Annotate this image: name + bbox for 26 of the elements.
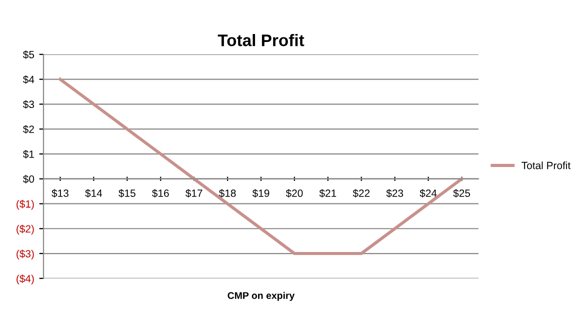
legend-label: Total Profit — [522, 162, 571, 170]
x-tick-label: $13 — [52, 189, 68, 198]
y-tick-label: $3 — [23, 100, 34, 109]
y-tick-label: ($2) — [16, 224, 34, 235]
x-tick-label: $20 — [286, 189, 303, 198]
x-tick-label: $23 — [386, 189, 404, 198]
x-tick-label: $16 — [152, 189, 169, 198]
x-tick-label: $21 — [319, 189, 336, 198]
y-tick-label: $2 — [23, 125, 34, 134]
y-tick-label: ($4) — [16, 274, 34, 284]
x-tick-label: $15 — [118, 189, 136, 198]
y-tick-label: $0 — [23, 174, 34, 184]
y-tick-label: ($1) — [16, 200, 34, 210]
x-tick-label: $24 — [420, 189, 437, 198]
y-tick-label: ($3) — [16, 250, 34, 260]
y-tick-label: $4 — [23, 75, 34, 84]
chart-title: Total Profit — [218, 34, 304, 46]
x-axis-title: CMP on expiry — [228, 292, 295, 301]
y-tick-label: $1 — [23, 150, 34, 158]
x-tick-label: $22 — [352, 189, 370, 198]
x-tick-label: $17 — [186, 189, 202, 198]
x-tick-label: $25 — [453, 189, 470, 198]
x-tick-label: $14 — [85, 189, 102, 198]
x-tick-label: $19 — [252, 189, 270, 198]
y-tick-label: $5 — [23, 50, 34, 59]
x-tick-label: $18 — [218, 189, 236, 198]
